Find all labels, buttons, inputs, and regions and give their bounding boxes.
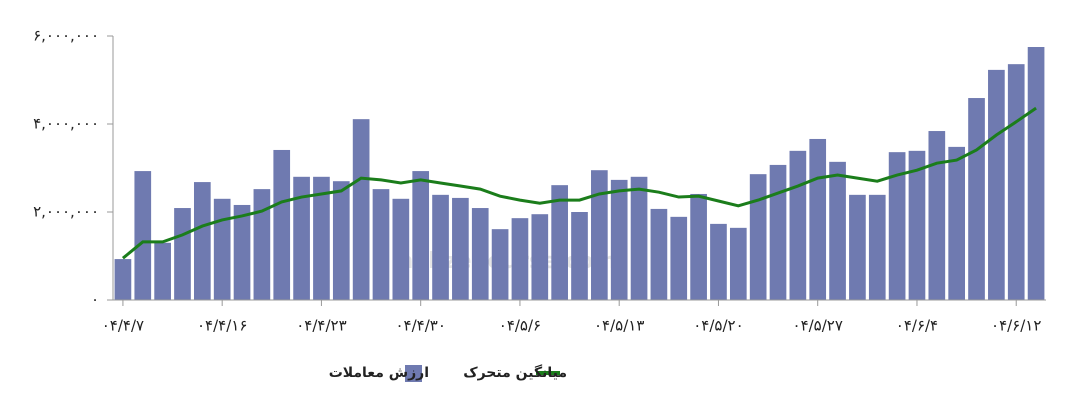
bar xyxy=(452,197,469,300)
moving-average-line xyxy=(121,106,1037,260)
bar xyxy=(134,171,152,300)
bar xyxy=(610,179,628,300)
bar xyxy=(650,208,668,300)
bar xyxy=(948,146,966,300)
bar xyxy=(908,150,926,300)
x-tick-label: ۰۴/۵/۲۷ xyxy=(793,317,843,335)
x-tick-label: ۰۴/۵/۱۳ xyxy=(594,317,644,335)
bar xyxy=(670,216,688,300)
bar xyxy=(392,198,410,300)
bar xyxy=(690,193,707,300)
bar xyxy=(729,227,747,300)
bar xyxy=(591,170,608,300)
bar xyxy=(372,189,390,300)
x-tick-label: ۰۴/۴/۷ xyxy=(102,317,144,335)
bar xyxy=(491,229,509,300)
bar xyxy=(571,212,588,300)
bar xyxy=(928,131,946,300)
bar xyxy=(849,194,866,300)
y-tick-label: ۴,۰۰۰,۰۰۰ xyxy=(33,115,99,133)
legend-swatch xyxy=(405,365,422,382)
bar xyxy=(313,176,330,300)
x-tick-label: ۰۴/۵/۲۰ xyxy=(693,317,743,335)
bar xyxy=(471,208,489,300)
y-tick-label: ۰ xyxy=(91,291,99,309)
legend-label: ارزش معاملات xyxy=(329,365,429,381)
bar xyxy=(868,194,886,300)
bar xyxy=(293,176,310,300)
bar xyxy=(630,176,648,300)
bar xyxy=(968,98,985,300)
bar xyxy=(710,223,727,300)
x-tick-label: ۰۴/۵/۶ xyxy=(499,317,541,335)
bar xyxy=(551,185,568,300)
y-tick-label: ۶,۰۰۰,۰۰۰ xyxy=(33,27,99,45)
legend-label: میانگین متحرک xyxy=(463,364,567,381)
bar xyxy=(213,198,231,300)
bar xyxy=(888,152,906,300)
bar xyxy=(174,208,191,300)
x-tick-label: ۰۴/۴/۲۳ xyxy=(296,317,346,335)
bar xyxy=(988,69,1005,300)
bar xyxy=(432,194,449,300)
x-tick-label: ۰۴/۶/۴ xyxy=(896,317,938,335)
x-tick-label: ۰۴/۴/۱۶ xyxy=(197,317,247,335)
bar xyxy=(769,164,787,300)
x-tick-label: ۰۴/۴/۳۰ xyxy=(395,317,445,335)
bar xyxy=(1027,47,1045,300)
bar xyxy=(412,171,430,300)
bar xyxy=(352,119,370,300)
bar xyxy=(531,214,549,300)
bar xyxy=(1007,64,1025,300)
bar xyxy=(789,150,807,300)
bar xyxy=(809,138,827,300)
bar xyxy=(193,182,211,300)
bar xyxy=(511,218,529,300)
bar xyxy=(154,242,171,300)
x-tick-label: ۰۴/۶/۱۲ xyxy=(991,317,1041,335)
bar xyxy=(233,204,251,300)
bar xyxy=(114,259,132,300)
bar xyxy=(273,149,291,300)
bar xyxy=(749,174,767,300)
y-tick-label: ۲,۰۰۰,۰۰۰ xyxy=(33,203,99,221)
bar xyxy=(829,161,846,300)
bar xyxy=(332,181,350,300)
bar xyxy=(253,189,271,300)
